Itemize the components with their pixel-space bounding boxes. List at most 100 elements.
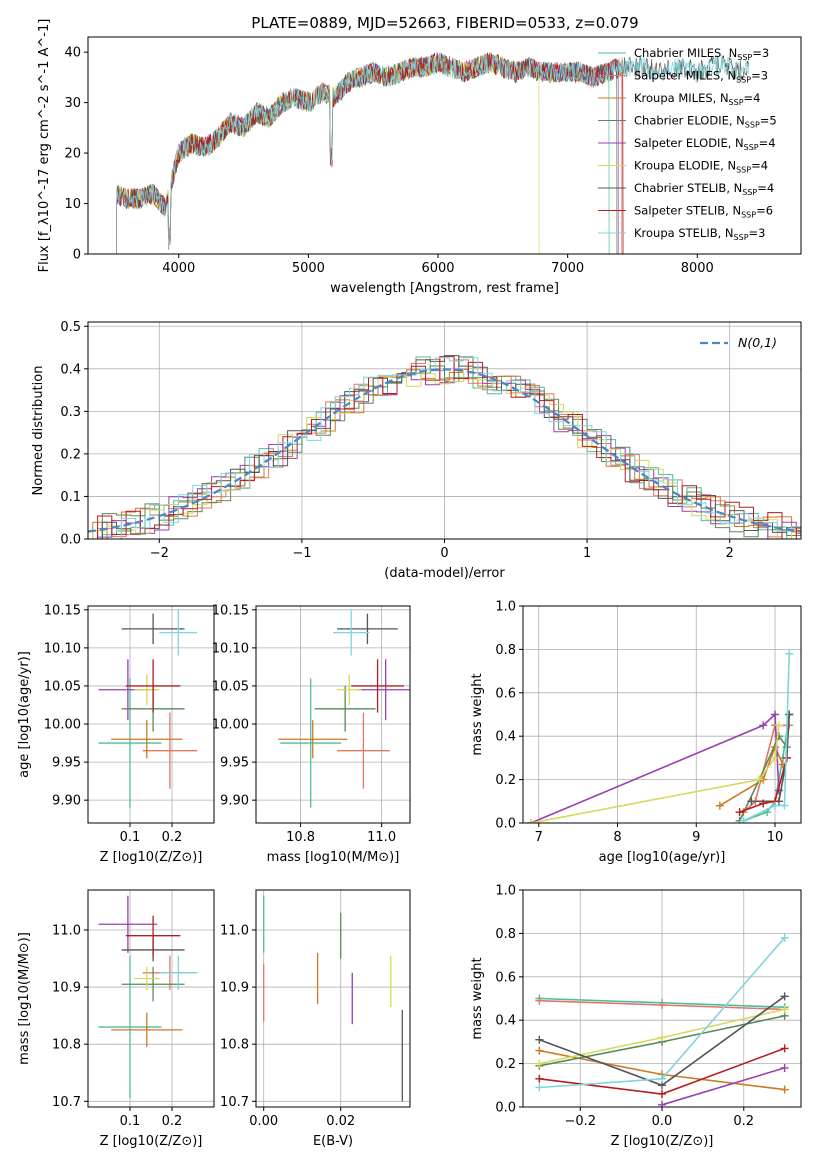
y-tick-label: 0.0: [495, 817, 516, 832]
weight-marker: [535, 996, 544, 1005]
y-tick-label: 0.6: [495, 686, 516, 701]
weight-line: [743, 653, 790, 822]
legend-label: Salpeter ELODIE, NSSP=4: [634, 136, 776, 152]
y-tick-label: 10: [64, 197, 81, 212]
plot-area: [98, 895, 198, 1099]
weight-marker: [658, 1033, 666, 1042]
plot-area: [116, 52, 750, 254]
y-tick-label: 0.4: [495, 730, 516, 745]
y-tick-label: 10.9: [220, 981, 249, 996]
weight-line: [661, 1067, 785, 1106]
y-tick-label: 40: [64, 46, 81, 61]
weight-marker: [526, 819, 535, 823]
x-tick-label: 9: [692, 830, 700, 845]
legend-label: Salpeter STELIB, NSSP=6: [634, 204, 773, 220]
y-axis-label: mass [log10(M/M⊙)]: [17, 932, 32, 1065]
plot-area: [263, 895, 403, 1102]
panel-residuals: −2 −1 0 1 2 0.0 0.1 0.2 0.3 0.4 0.5 (data-model)/er…: [31, 320, 802, 581]
spectrum-line: [116, 53, 618, 254]
y-tick-label: 0.2: [495, 1057, 516, 1072]
plot-area: [278, 609, 410, 808]
axes-frame: [255, 889, 411, 1108]
histogram-step: [88, 355, 801, 539]
axes-frame: [522, 605, 802, 824]
y-axis-label: mass weight: [470, 673, 485, 755]
x-axis-label: wavelength [Angstrom, rest frame]: [330, 281, 559, 296]
y-tick-label: 0.8: [495, 643, 516, 658]
panel-mass-vs-Z: 0.1 0.2 10.7 10.8 10.9 11.0 Z [log10(Z/Z⊙)] mas…: [17, 889, 215, 1149]
x-axis-label: age [log10(age/yr)]: [599, 850, 726, 865]
x-tick-label: 0.00: [249, 1114, 278, 1129]
y-tick-label: 1.0: [495, 600, 516, 615]
y-tick-label: 0.2: [60, 447, 81, 462]
y-tick-label: 10.8: [52, 1038, 81, 1053]
x-tick-label: −1: [292, 546, 311, 561]
normal-curve: [88, 368, 801, 533]
weight-marker: [771, 753, 780, 762]
axes-frame: [255, 605, 411, 824]
x-axis-label: mass [log10(M/M⊙)]: [267, 850, 400, 865]
weight-marker: [535, 1074, 544, 1083]
y-axis-label: Flux [f_λ10^-17 erg cm^-2 s^-1 A^-1]: [37, 19, 52, 273]
weight-marker: [658, 1001, 666, 1010]
x-tick-label: 0.2: [162, 1114, 183, 1129]
y-tick-label: 0.4: [495, 1014, 516, 1029]
x-tick-label: 0.0: [652, 1114, 673, 1129]
weight-marker: [771, 801, 780, 810]
weight-marker: [658, 1074, 666, 1083]
y-axis-label: Normed distribution: [31, 366, 46, 496]
x-tick-label: 10: [767, 830, 784, 845]
y-tick-label: 9.90: [220, 794, 249, 809]
y-tick-label: 0.5: [60, 320, 81, 335]
panel-age-vs-Z: 0.1 0.2 9.90 9.95 10.00 10.05 10.10 10.15 Z [log…: [17, 603, 215, 865]
weight-line: [530, 725, 780, 823]
weight-marker: [535, 1059, 544, 1068]
y-tick-label: 0.6: [495, 970, 516, 985]
spectrum-line: [116, 52, 619, 254]
panel-weight-vs-Z: −0.2 0.0 0.2 0.0 0.2 0.4 0.6 0.8 1.0 Z [log10(Z/Z…: [470, 884, 802, 1149]
x-axis-label: Z [log10(Z/Z⊙)]: [611, 1134, 714, 1149]
y-tick-label: 10.10: [44, 641, 81, 656]
panel-spectrum: 4000 5000 6000 7000 8000 0 10 20 30 40 wavelength …: [37, 19, 802, 296]
axes-frame: [87, 889, 215, 1108]
x-tick-label: −2: [150, 546, 169, 561]
weight-marker: [759, 721, 768, 730]
weight-marker: [735, 808, 744, 817]
y-axis-label: mass weight: [470, 957, 485, 1039]
weight-marker: [715, 801, 724, 810]
weight-marker: [755, 775, 764, 784]
y-tick-label: 10.15: [44, 603, 81, 618]
x-tick-label: 5000: [292, 261, 325, 276]
x-tick-label: 2: [726, 546, 734, 561]
panel-mass-vs-EBV: 0.00 0.02 10.7 10.8 10.9 11.0 E(B-V): [220, 889, 411, 1149]
legend-label: Kroupa MILES, NSSP=4: [634, 91, 761, 107]
x-tick-label: 6000: [421, 261, 454, 276]
y-tick-label: 10.7: [52, 1095, 81, 1110]
plot-area: [535, 933, 789, 1107]
y-tick-label: 9.95: [220, 756, 249, 771]
spectrum-line: [116, 52, 623, 254]
axes-frame: [87, 605, 215, 824]
x-tick-label: 4000: [162, 261, 195, 276]
weight-marker: [780, 992, 789, 1001]
weight-marker: [780, 1005, 789, 1014]
x-tick-label: 0: [440, 546, 448, 561]
x-tick-label: 7: [535, 830, 543, 845]
y-tick-label: 10.15: [212, 603, 249, 618]
x-tick-label: 7000: [551, 261, 584, 276]
y-tick-label: 0.0: [495, 1101, 516, 1116]
y-tick-label: 9.95: [52, 756, 81, 771]
histogram-step: [88, 357, 801, 539]
plot-layer: 4000 5000 6000 7000 8000010203040wavelength …: [17, 19, 802, 1149]
weight-marker: [780, 1085, 789, 1094]
axes-frame: [87, 321, 802, 540]
spectrum-line: [116, 52, 750, 254]
y-tick-label: 0.3: [60, 405, 81, 420]
y-tick-label: 10.05: [44, 679, 81, 694]
histogram-step: [88, 359, 801, 539]
y-tick-label: 10.00: [44, 718, 81, 733]
legend-label: Chabrier STELIB, NSSP=4: [634, 181, 774, 197]
weight-marker: [535, 1035, 544, 1044]
panel-age-vs-mass: 10.8 11.0 9.90 9.95 10.00 10.05 10.10 10.15 mass…: [212, 603, 411, 865]
